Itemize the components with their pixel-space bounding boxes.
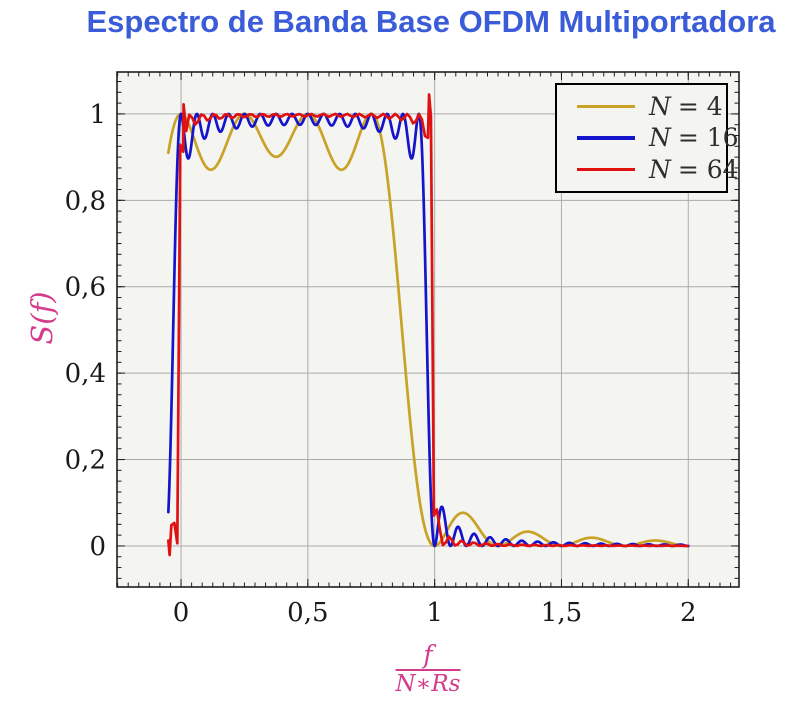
legend-entry-n64: N = 64 [577, 154, 739, 184]
page-title: Espectro de Banda Base OFDM Multiportado… [86, 4, 776, 39]
svg-text:1: 1 [426, 598, 443, 628]
svg-text:0,6: 0,6 [65, 273, 106, 303]
legend-line-n4 [577, 104, 635, 109]
svg-text:1: 1 [89, 100, 106, 130]
spectrum-curves [167, 93, 690, 557]
legend-line-n16 [577, 136, 635, 140]
svg-text:0,5: 0,5 [287, 598, 328, 628]
x-tick-labels: 0 0,5 1 1,5 2 [173, 598, 697, 628]
svg-text:0,2: 0,2 [65, 446, 106, 476]
legend-label-n4-var: N [649, 92, 671, 122]
legend-entry-n4: N = 4 [577, 92, 723, 122]
x-axis-label-numerator: f [395, 641, 461, 671]
svg-text:0,8: 0,8 [65, 186, 106, 216]
legend-entry-n16: N = 16 [577, 123, 739, 153]
legend-label-n16: = 16 [677, 123, 739, 153]
legend-label-n64: = 64 [677, 154, 739, 184]
legend: N = 4 N = 16 N = 64 [555, 83, 739, 193]
legend-label-n16-var: N [649, 123, 671, 153]
legend-line-n64 [577, 167, 635, 172]
svg-text:0: 0 [173, 598, 190, 628]
y-tick-labels: 0 0,2 0,4 0,6 0,8 1 [65, 100, 106, 562]
svg-text:1,5: 1,5 [541, 598, 582, 628]
svg-text:0: 0 [89, 532, 106, 562]
svg-text:2: 2 [680, 598, 697, 628]
legend-label-n4: = 4 [677, 92, 723, 122]
x-axis-label: f N∗Rs [395, 641, 461, 697]
legend-label-n64-var: N [649, 154, 671, 184]
svg-text:0,4: 0,4 [65, 359, 106, 389]
y-axis-label: S(f) [25, 291, 59, 345]
plot-frame [116, 71, 740, 588]
x-axis-label-denominator: N∗Rs [395, 671, 461, 697]
